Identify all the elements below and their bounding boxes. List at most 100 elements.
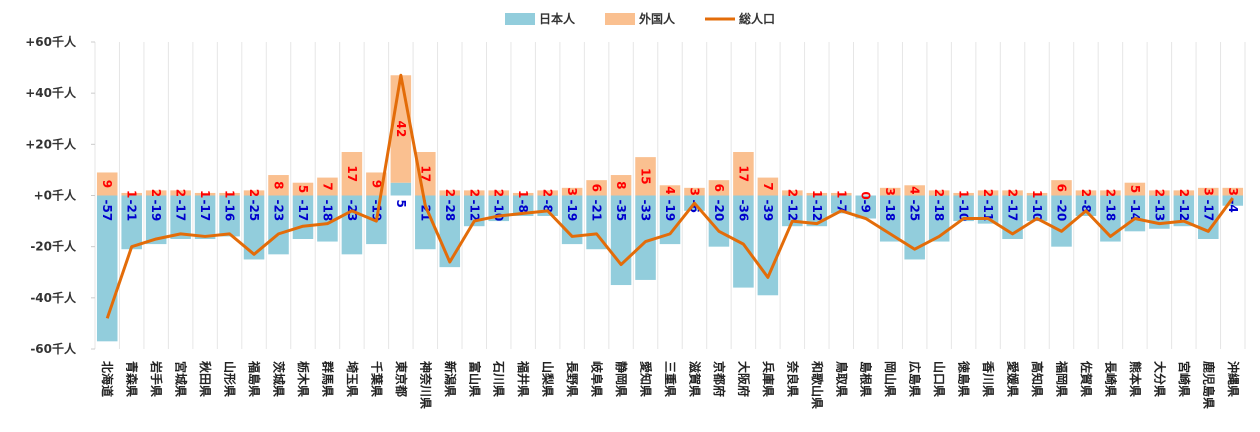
bar <box>831 195 852 214</box>
bar <box>1002 195 1023 239</box>
value-label: 1 <box>125 190 139 198</box>
value-label: -8 <box>541 200 555 213</box>
value-label: 1 <box>516 190 530 198</box>
value-label: 5 <box>1128 185 1142 193</box>
x-tick-label: 宮崎県 <box>1177 361 1192 397</box>
value-label: -18 <box>320 200 334 222</box>
bar <box>1002 190 1023 196</box>
value-label: -39 <box>761 200 775 222</box>
bar <box>219 192 240 196</box>
bar <box>806 192 828 196</box>
bar <box>1149 190 1170 196</box>
x-tick-label: 岡山県 <box>883 361 898 397</box>
bar <box>194 195 216 239</box>
value-label: 2 <box>981 189 995 197</box>
value-label: -35 <box>614 200 628 222</box>
bar <box>928 190 950 196</box>
bar <box>879 187 901 196</box>
x-tick-label: 広島県 <box>908 361 923 397</box>
bar <box>928 195 950 242</box>
value-label: -19 <box>663 200 677 222</box>
value-label: -14 <box>1128 200 1142 222</box>
y-tick-label: +40千人 <box>25 85 77 100</box>
bar <box>121 192 142 196</box>
legend-swatch <box>605 13 635 25</box>
bar <box>782 190 803 196</box>
bar <box>512 195 534 216</box>
x-tick-label: 岐阜県 <box>590 361 605 397</box>
value-label: 1 <box>198 190 212 198</box>
x-tick-label: 山口県 <box>932 361 947 397</box>
x-tick-label: 和歌山県 <box>810 360 825 409</box>
value-label: -25 <box>247 200 261 222</box>
value-label: -21 <box>125 200 139 222</box>
value-label: -18 <box>1103 200 1117 222</box>
value-label: -17 <box>296 200 310 222</box>
x-tick-label: 栃木県 <box>296 361 311 397</box>
bar <box>243 190 265 196</box>
bar <box>904 195 925 260</box>
value-label: -12 <box>810 200 824 222</box>
bar <box>1075 195 1097 216</box>
value-label: 2 <box>492 189 506 197</box>
x-tick-label: 愛媛県 <box>1006 361 1021 397</box>
bar <box>194 192 216 196</box>
bar <box>145 190 167 196</box>
bar <box>145 195 167 245</box>
x-tick-label: 長崎県 <box>1103 361 1118 397</box>
bar <box>610 175 632 196</box>
value-label: -13 <box>1152 200 1166 222</box>
x-tick-label: 埼玉県 <box>345 361 360 397</box>
bar <box>806 195 828 227</box>
value-label: 2 <box>932 189 946 197</box>
bar <box>610 195 632 286</box>
x-tick-label: 奈良県 <box>785 360 800 397</box>
x-tick-label: 新潟県 <box>443 361 458 397</box>
y-tick-label: +20千人 <box>25 136 77 151</box>
bar <box>782 195 803 227</box>
bar <box>1026 195 1048 222</box>
value-label: 3 <box>687 187 701 195</box>
value-label: -17 <box>1006 200 1020 222</box>
bar <box>635 157 656 196</box>
x-tick-label: 長野県 <box>565 361 580 397</box>
value-label: 17 <box>418 165 432 182</box>
x-tick-label: 香川県 <box>981 360 996 397</box>
value-label: -19 <box>149 200 163 222</box>
bar <box>904 185 925 196</box>
bar <box>1124 182 1146 196</box>
value-label: -12 <box>785 200 799 222</box>
bar <box>953 195 974 222</box>
x-tick-label: 宮城県 <box>174 361 189 397</box>
value-label: -10 <box>1030 200 1044 222</box>
x-tick-label: 山形県 <box>223 361 238 397</box>
value-label: -9 <box>859 200 873 213</box>
value-label: -7 <box>834 200 848 213</box>
bar <box>1173 195 1195 227</box>
value-label: 2 <box>247 189 261 197</box>
bar <box>708 180 730 196</box>
x-tick-label: 山梨県 <box>541 361 556 397</box>
value-label: -12 <box>1177 200 1191 222</box>
x-tick-label: 愛知県 <box>639 361 654 397</box>
x-tick-label: 石川県 <box>492 360 506 397</box>
value-label: -20 <box>1054 200 1068 222</box>
bar <box>733 195 754 288</box>
x-tick-label: 高知県 <box>1030 361 1045 397</box>
value-label: 7 <box>320 182 334 190</box>
bar <box>831 192 852 196</box>
value-label: 2 <box>1103 189 1117 197</box>
bar <box>243 195 265 260</box>
x-tick-label: 大阪府 <box>736 361 751 397</box>
x-tick-label: 福島県 <box>247 360 262 397</box>
value-label: -25 <box>908 200 922 222</box>
value-label: 2 <box>149 189 163 197</box>
x-tick-label: 茨城県 <box>272 361 287 397</box>
x-tick-label: 東京都 <box>394 361 409 397</box>
bar <box>659 185 681 196</box>
bar <box>684 187 705 196</box>
value-label: 42 <box>394 121 408 138</box>
bar <box>390 182 412 196</box>
bar <box>1222 187 1244 196</box>
x-tick-label: 大分県 <box>1152 361 1167 397</box>
